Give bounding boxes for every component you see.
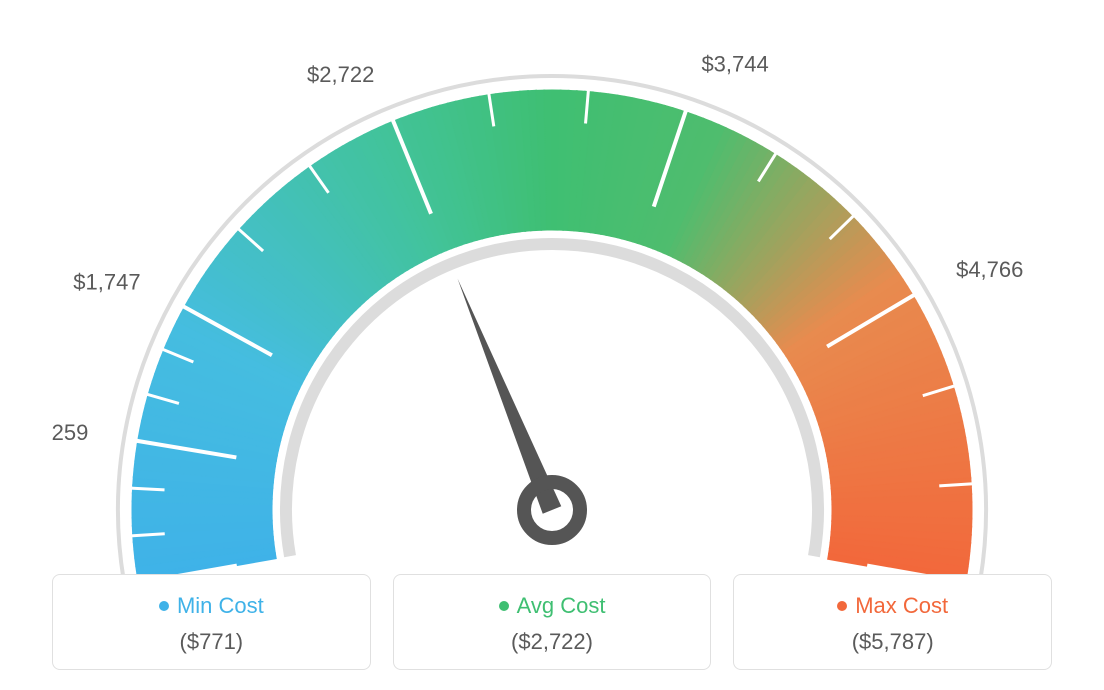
gauge-tick-label: $1,747 <box>73 270 140 295</box>
gauge-tick-label: $2,722 <box>307 62 374 87</box>
gauge-svg: $771$1,259$1,747$2,722$3,744$4,766$5,787 <box>52 20 1052 580</box>
legend-value-max: ($5,787) <box>744 629 1041 655</box>
gauge-minor-tick <box>131 488 165 490</box>
gauge-tick-label: $3,744 <box>701 51 768 76</box>
gauge-minor-tick <box>131 534 165 536</box>
legend-row: Min Cost ($771) Avg Cost ($2,722) Max Co… <box>52 574 1052 670</box>
legend-card-avg: Avg Cost ($2,722) <box>393 574 712 670</box>
dot-icon-avg <box>499 601 509 611</box>
legend-card-min: Min Cost ($771) <box>52 574 371 670</box>
legend-title-max: Max Cost <box>837 593 948 619</box>
gauge-minor-tick <box>939 484 973 486</box>
gauge-tick-label: $4,766 <box>956 257 1023 282</box>
legend-value-avg: ($2,722) <box>404 629 701 655</box>
legend-title-avg-label: Avg Cost <box>517 593 606 619</box>
gauge-chart-container: $771$1,259$1,747$2,722$3,744$4,766$5,787… <box>0 0 1104 690</box>
legend-card-max: Max Cost ($5,787) <box>733 574 1052 670</box>
legend-title-min-label: Min Cost <box>177 593 264 619</box>
legend-title-max-label: Max Cost <box>855 593 948 619</box>
dot-icon-max <box>837 601 847 611</box>
dot-icon-min <box>159 601 169 611</box>
legend-title-min: Min Cost <box>159 593 264 619</box>
legend-title-avg: Avg Cost <box>499 593 606 619</box>
legend-value-min: ($771) <box>63 629 360 655</box>
gauge-wrapper: $771$1,259$1,747$2,722$3,744$4,766$5,787 <box>52 20 1052 570</box>
gauge-tick-label: $1,259 <box>52 420 88 445</box>
